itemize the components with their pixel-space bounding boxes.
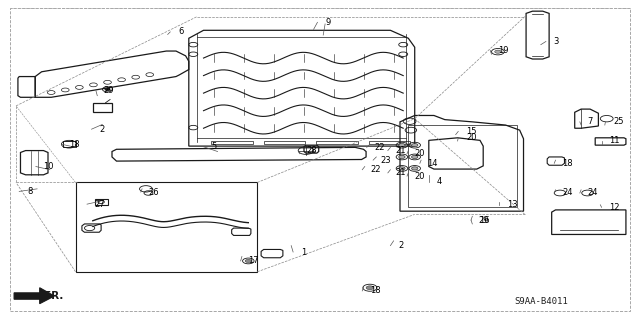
Text: 18: 18 (69, 140, 80, 149)
Circle shape (105, 88, 110, 91)
Circle shape (412, 144, 418, 147)
Text: 17: 17 (248, 256, 259, 265)
Text: 2: 2 (99, 125, 104, 134)
Text: 23: 23 (381, 156, 392, 165)
Text: 20: 20 (415, 149, 425, 158)
Circle shape (412, 155, 418, 159)
Circle shape (412, 167, 418, 170)
Text: 18: 18 (370, 286, 381, 295)
Circle shape (495, 50, 501, 53)
Text: 11: 11 (609, 137, 620, 145)
Text: 21: 21 (396, 146, 406, 155)
Circle shape (399, 167, 405, 170)
Text: 26: 26 (148, 188, 159, 197)
Text: 7: 7 (588, 117, 593, 126)
Text: 16: 16 (479, 216, 490, 225)
Circle shape (399, 155, 405, 159)
Circle shape (245, 259, 252, 263)
Polygon shape (14, 288, 54, 304)
Text: 12: 12 (609, 203, 620, 212)
Text: 3: 3 (554, 37, 559, 46)
Text: 18: 18 (562, 159, 573, 168)
Circle shape (399, 144, 405, 147)
Text: 25: 25 (613, 117, 623, 126)
Text: 8: 8 (27, 187, 32, 196)
Text: 19: 19 (498, 46, 508, 55)
Text: 1: 1 (301, 248, 306, 256)
Text: 27: 27 (95, 200, 106, 209)
Text: 20: 20 (415, 172, 425, 181)
Text: 15: 15 (466, 127, 476, 136)
Text: S9AA-B4011: S9AA-B4011 (514, 297, 568, 306)
Text: 10: 10 (44, 162, 54, 171)
Text: 5: 5 (211, 142, 216, 151)
Text: 29: 29 (479, 216, 489, 225)
Text: 28: 28 (306, 146, 317, 155)
Text: 29: 29 (104, 86, 114, 95)
Text: 9: 9 (325, 18, 330, 27)
Circle shape (366, 286, 374, 290)
Text: 14: 14 (428, 159, 438, 168)
Text: 24: 24 (588, 189, 598, 197)
Text: 6: 6 (178, 27, 183, 36)
Text: 2: 2 (398, 241, 403, 250)
Text: 20: 20 (466, 133, 476, 142)
Text: 13: 13 (507, 200, 518, 209)
Text: 21: 21 (396, 168, 406, 177)
Text: 22: 22 (370, 165, 380, 174)
Text: 22: 22 (374, 143, 385, 152)
Text: 24: 24 (562, 189, 572, 197)
Text: FR.: FR. (44, 291, 63, 301)
Text: 4: 4 (436, 177, 442, 186)
